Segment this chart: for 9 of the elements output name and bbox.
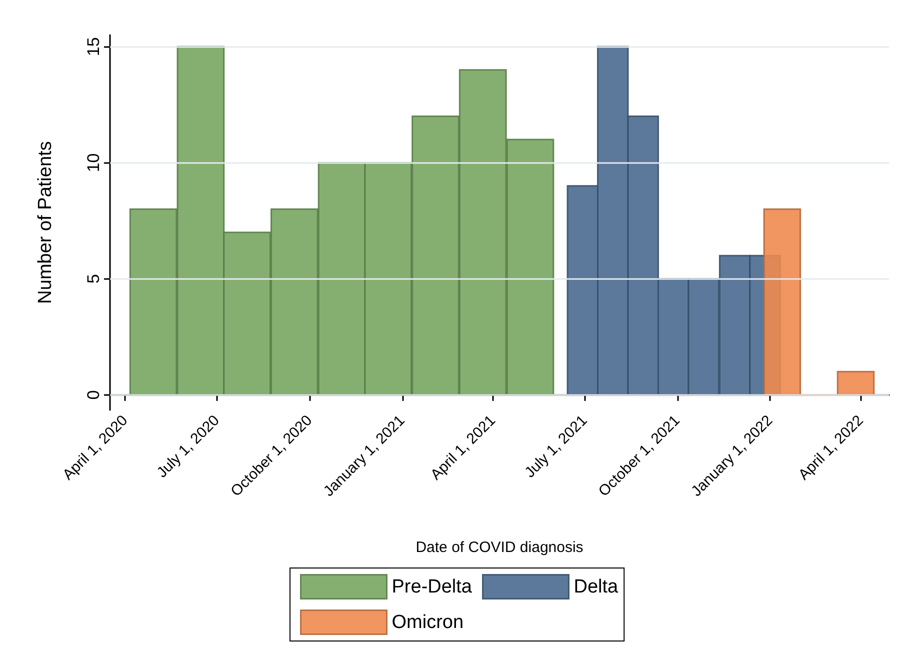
y-tick-label: 10 (84, 153, 103, 172)
y-tick-label: 0 (84, 390, 103, 400)
y-tick-label: 15 (84, 37, 103, 56)
y-axis-title: Number of Patients (35, 141, 56, 304)
legend-label: Pre-Delta (392, 576, 472, 598)
legend-label: Delta (574, 576, 619, 598)
y-tick-label: 5 (84, 274, 103, 284)
x-axis-title: Date of COVID diagnosis (416, 539, 584, 556)
legend-label: Omicron (392, 612, 464, 633)
